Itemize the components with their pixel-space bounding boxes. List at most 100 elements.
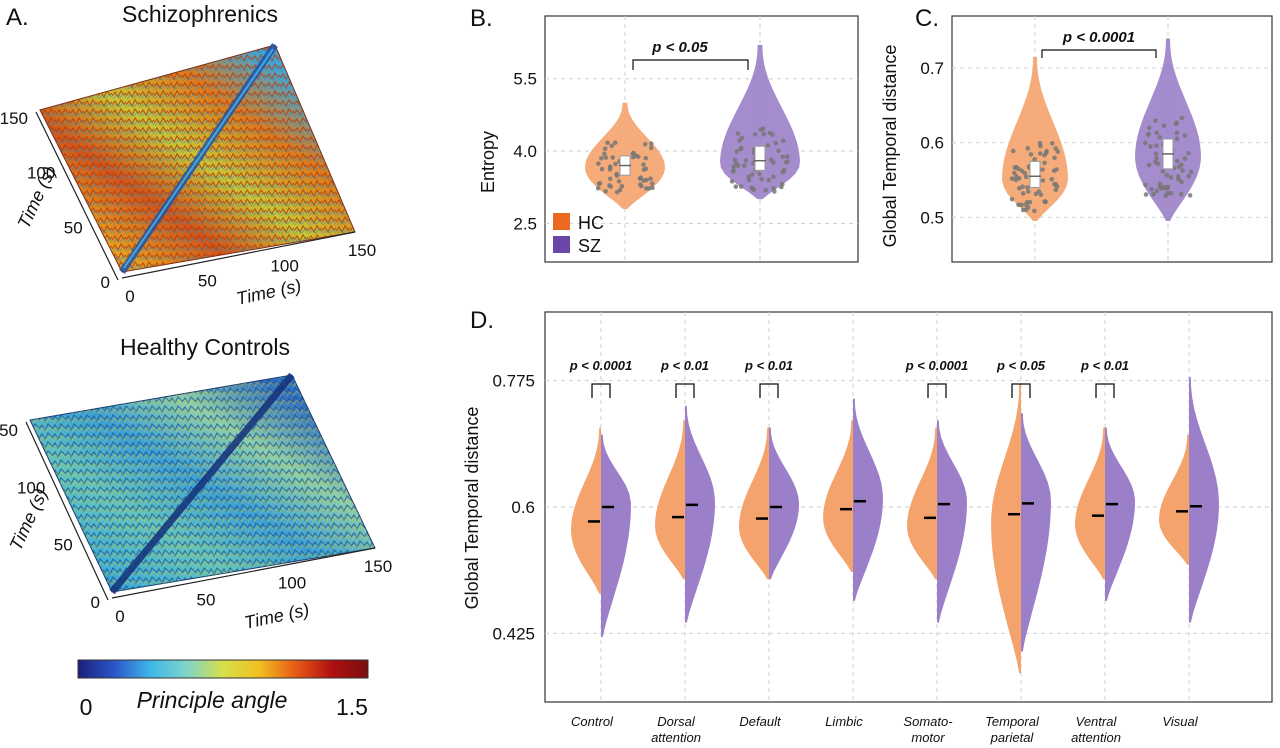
data-point (1186, 150, 1191, 156)
significance-label: p < 0.0001 (1062, 29, 1135, 46)
data-point (596, 181, 602, 187)
data-point (603, 188, 608, 194)
surface-x-label: Time (s) (242, 600, 311, 633)
data-point (1032, 208, 1037, 214)
bracket-line (759, 383, 779, 398)
data-point (769, 157, 774, 162)
panel-label-d: D. (470, 307, 494, 334)
data-point (607, 176, 613, 182)
data-point (771, 174, 776, 180)
data-point (1033, 191, 1039, 197)
split-violin-hc (571, 427, 601, 594)
surface-x-tick: 0 (125, 287, 134, 306)
surface-y-label: Time (s) (14, 163, 60, 231)
surface-y-axis (25, 421, 109, 601)
data-point (1154, 143, 1159, 148)
surface-y-tick: 150 (0, 421, 18, 440)
y-axis-label: Global Temporal distance (462, 407, 482, 610)
plot-frame (544, 15, 859, 263)
y-tick-label: 0.775 (492, 372, 535, 391)
data-point (1188, 169, 1194, 175)
surface-y-tick: 0 (91, 593, 100, 612)
data-point (605, 140, 610, 146)
surface-y-label: Time (s) (6, 485, 52, 553)
split-violin-sz (1189, 377, 1219, 623)
panel-d: D. 0.425 0.6 0.775 Global Temporal distanc… (462, 307, 1273, 745)
data-point (1055, 149, 1061, 154)
data-point (1149, 186, 1154, 192)
split-violin-sz (1105, 427, 1135, 601)
significance-label: p < 0.01 (744, 358, 793, 373)
significance-label: p < 0.05 (651, 39, 708, 56)
surface-x-axis (121, 231, 356, 279)
data-point (610, 155, 616, 160)
data-point (1157, 184, 1163, 189)
data-point (1160, 169, 1166, 174)
data-point (1009, 196, 1015, 202)
data-point (613, 161, 618, 167)
data-point (616, 179, 622, 184)
data-point (771, 185, 776, 191)
data-point (1151, 191, 1156, 197)
surface-x-tick: 150 (348, 241, 376, 260)
data-point (739, 145, 744, 151)
data-point (743, 158, 749, 163)
category-label: Visual (1162, 714, 1198, 729)
data-point (1154, 188, 1160, 194)
violin-hc (1002, 57, 1068, 221)
data-point (758, 127, 764, 132)
data-point (731, 164, 737, 169)
data-point (1040, 167, 1045, 172)
data-point (1042, 160, 1047, 166)
data-point (1025, 185, 1030, 190)
data-point (1174, 158, 1180, 164)
data-point (1179, 179, 1184, 185)
category-label: Somato-motor (903, 714, 953, 745)
data-point (1019, 202, 1024, 208)
y-tick-label: 0.6 (920, 134, 944, 153)
data-point (599, 166, 605, 172)
split-violin-sz (769, 427, 799, 580)
data-point (1187, 193, 1193, 198)
data-point (1174, 130, 1180, 136)
surface-y-tick: 0 (101, 273, 110, 292)
box-iqr (754, 145, 766, 171)
data-point (1154, 130, 1160, 136)
surface-y-axis (35, 111, 119, 281)
data-point (641, 178, 646, 183)
data-point (614, 189, 620, 195)
split-violin-hc (991, 384, 1021, 674)
data-point (1168, 190, 1174, 196)
data-point (1009, 176, 1015, 181)
data-point (1016, 186, 1022, 191)
data-point (1186, 173, 1192, 179)
surface-plot-schizophrenics: Schizophrenics 0 50 100 150 0 50 100 150 Time (… (0, 1, 376, 309)
surface-x-tick: 100 (270, 256, 298, 275)
data-point (751, 187, 757, 193)
data-point (770, 132, 775, 137)
data-point (1143, 182, 1148, 188)
data-point (1175, 174, 1181, 179)
data-point (633, 153, 639, 159)
data-point (1179, 162, 1184, 168)
bracket-line (927, 383, 947, 398)
colorbar-gradient (77, 659, 369, 679)
data-point (1028, 152, 1034, 157)
data-point (648, 145, 654, 151)
data-point (1012, 170, 1017, 176)
data-point (1024, 200, 1030, 205)
data-point (746, 177, 752, 183)
data-point (780, 169, 786, 175)
category-label: Temporal parietal (985, 714, 1040, 745)
data-point (1143, 192, 1149, 197)
data-point (1040, 178, 1046, 183)
data-point (614, 173, 620, 178)
panel-b: B. 2.5 4.0 5.5 Entropy p < 0.05 HC SZ (470, 5, 859, 263)
surface-x-tick: 50 (197, 590, 216, 609)
data-point (607, 183, 612, 188)
data-point (1049, 176, 1055, 182)
data-point (780, 181, 785, 187)
data-point (1016, 166, 1021, 172)
surface-y-tick: 50 (64, 218, 83, 237)
bracket-line (1095, 383, 1115, 398)
